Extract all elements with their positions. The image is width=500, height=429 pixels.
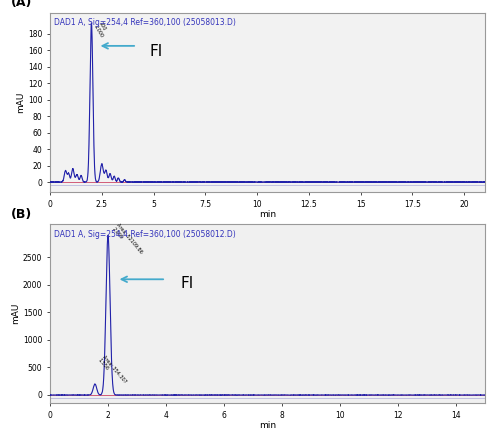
- Text: FI: FI: [150, 44, 162, 59]
- Text: (B): (B): [11, 208, 32, 221]
- Text: FI: FI: [180, 276, 194, 291]
- X-axis label: min: min: [259, 421, 276, 429]
- Text: Area: 354.307
1.556: Area: 354.307 1.556: [97, 354, 128, 388]
- Text: Area: 52109.86
2.009: Area: 52109.86 2.009: [111, 222, 144, 258]
- Text: 200
2.000: 200 2.000: [93, 21, 110, 39]
- Text: DAD1 A, Sig=254,4 Ref=360,100 (25058013.D): DAD1 A, Sig=254,4 Ref=360,100 (25058013.…: [54, 18, 236, 27]
- Y-axis label: mAU: mAU: [16, 92, 25, 113]
- Text: DAD1 A, Sig=254,4 Ref=360,100 (25058012.D): DAD1 A, Sig=254,4 Ref=360,100 (25058012.…: [54, 230, 236, 239]
- X-axis label: min: min: [259, 210, 276, 219]
- Y-axis label: mAU: mAU: [11, 303, 20, 324]
- Text: (A): (A): [11, 0, 32, 9]
